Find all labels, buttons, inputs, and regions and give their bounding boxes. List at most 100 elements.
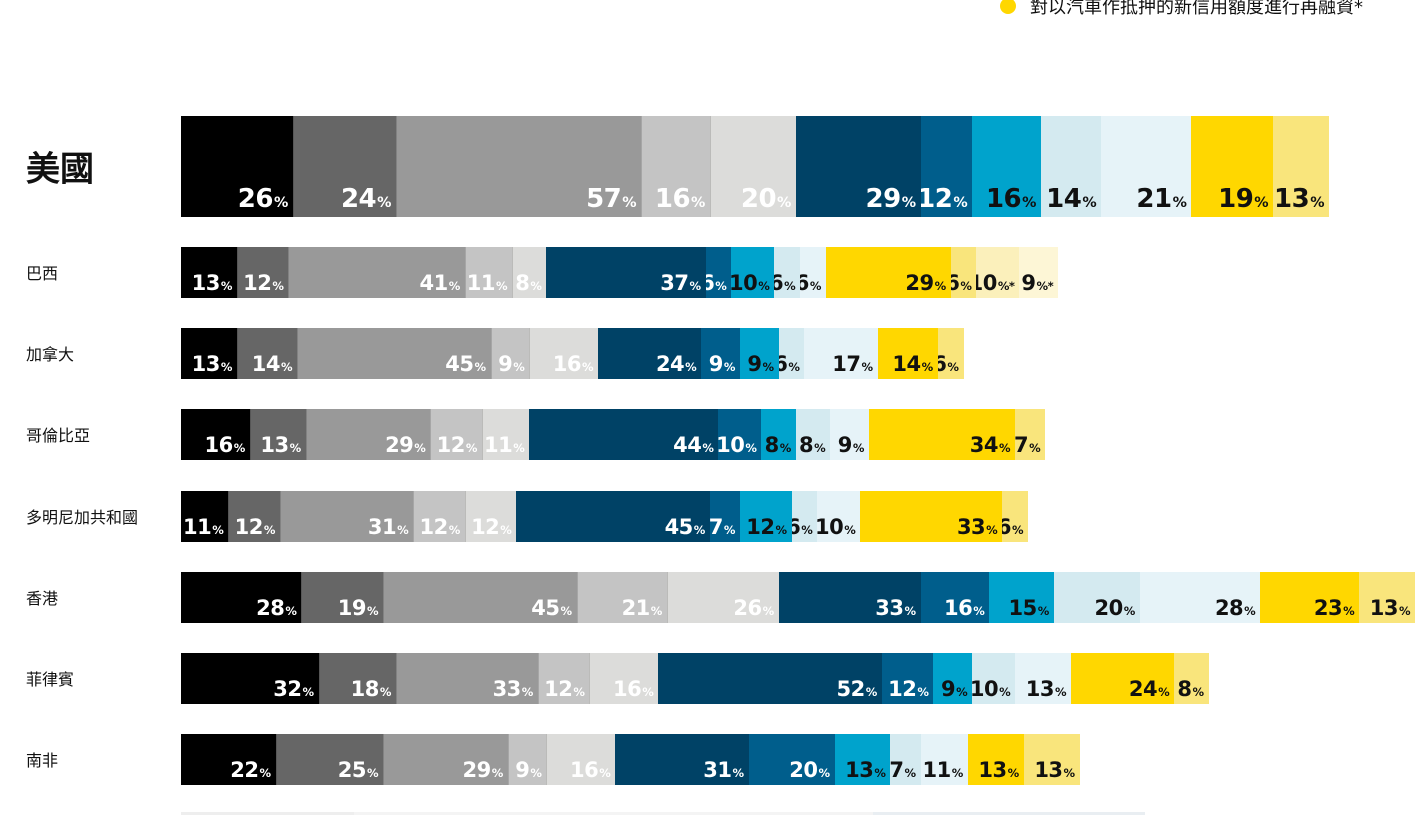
data-label: 15% — [1008, 596, 1050, 620]
data-label: 29% — [905, 271, 946, 295]
bar-segment: 19% — [301, 572, 384, 623]
bar-segment: 57% — [395, 116, 642, 217]
data-label: 25% — [337, 758, 379, 782]
data-label: 10% — [817, 515, 856, 539]
bar-row: 22% 25% 29% 9% 16% 31% 20% 13% 7% 11% 13% 13% — [181, 734, 1417, 785]
bar-segment: 33% — [778, 572, 921, 623]
bar-segment: 22% — [181, 734, 276, 785]
bar-segment: 11% — [481, 409, 530, 460]
data-label: 13% — [191, 271, 233, 295]
data-label: 11% — [922, 758, 964, 782]
data-label: 24% — [655, 352, 697, 376]
data-label: 16% — [985, 184, 1037, 214]
bar-segment: 6% — [1002, 491, 1029, 542]
bar-segment: 33% — [860, 491, 1003, 542]
data-label: 13% — [191, 352, 233, 376]
bar-segment: 13% — [181, 247, 237, 298]
bar-segment: 10% — [817, 491, 861, 542]
data-label: 13% — [1025, 677, 1067, 701]
bar-segment: 45% — [297, 328, 491, 379]
data-label: 12% — [234, 515, 276, 539]
data-label: 7% — [890, 758, 916, 782]
data-label: 57% — [586, 184, 637, 214]
data-label: 32% — [273, 677, 314, 701]
data-label: 33% — [875, 596, 916, 620]
bar-segment: 11% — [464, 247, 513, 298]
data-label: 16% — [654, 184, 706, 214]
data-label: 45% — [445, 352, 486, 376]
data-label: 20% — [789, 758, 830, 782]
bar-segment: 12% — [464, 491, 517, 542]
data-label: 6% — [800, 271, 821, 295]
data-label: 16% — [552, 352, 594, 376]
bar-segment: 33% — [395, 653, 538, 704]
bar-row: 26% 24% 57% 16% 20% 29% 12% 16% 14% 21% 19% 13% — [181, 116, 1417, 217]
bar-segment: 12% — [537, 653, 590, 704]
bar-segment: 13% — [834, 734, 891, 785]
bar-segment: 15% — [989, 572, 1054, 623]
data-label: 13% — [1034, 758, 1075, 782]
data-label: 44% — [673, 433, 714, 457]
row-label: 南非 — [26, 751, 59, 770]
bar-segment: 24% — [598, 328, 702, 379]
bar-segment: 26% — [181, 116, 293, 217]
bar-segment: 11% — [181, 491, 229, 542]
bar-segment: 16% — [546, 734, 616, 785]
data-label: 8% — [764, 433, 792, 457]
bar-segment: 7% — [1015, 409, 1046, 460]
data-label: 6% — [774, 271, 796, 295]
data-label: 18% — [350, 677, 392, 701]
data-label: 14% — [251, 352, 293, 376]
data-label: 52% — [836, 677, 878, 701]
data-label: 9% — [515, 758, 542, 782]
data-label: 31% — [703, 758, 744, 782]
bar-segment: 18% — [318, 653, 396, 704]
data-label: 11% — [466, 271, 508, 295]
data-label: 9%* — [1021, 271, 1054, 295]
bar-segment: 17% — [804, 328, 878, 379]
bar-segment: 16% — [641, 116, 710, 217]
row-label: 香港 — [26, 589, 59, 608]
bar-segment: 16% — [529, 328, 599, 379]
data-label: 26% — [237, 184, 289, 214]
bar-segment: 12% — [228, 491, 280, 542]
data-label: 9% — [940, 677, 968, 701]
bar-row: 16% 13% 29% 12% 11% 44% 10% 8% 8% 9% 34% 7% — [181, 409, 1417, 460]
data-label: 23% — [1313, 596, 1355, 620]
bar-row: 13% 14% 45% 9% 16% 24% 9% 9% 6% 17% 14% 6% — [181, 328, 1417, 379]
bar-segment: 8% — [512, 247, 547, 298]
data-label: 13% — [1369, 596, 1411, 620]
bar-segment: 13% — [1359, 572, 1416, 623]
data-label: 41% — [419, 271, 460, 295]
bar-segment: 10% — [731, 247, 775, 298]
data-label: 28% — [256, 596, 297, 620]
bar-segment: 12% — [739, 491, 792, 542]
data-label: 29% — [865, 184, 917, 214]
data-label: 9% — [498, 352, 525, 376]
bar-segment: 13% — [1015, 653, 1072, 704]
legend-label: 對以汽車作抵押的新信用額度進行再融資* — [1030, 0, 1363, 18]
data-label: 12% — [888, 677, 929, 701]
bar-segment: 6% — [774, 247, 801, 298]
data-label: 12% — [920, 184, 968, 214]
bar-segment: 44% — [529, 409, 719, 460]
bar-segment: 6% — [791, 491, 818, 542]
row-label: 美國 — [26, 149, 94, 190]
data-label: 7% — [1015, 433, 1041, 457]
bar-segment: 9% — [490, 328, 530, 379]
bar-segment: 12% — [236, 247, 289, 298]
data-label: 16% — [569, 758, 611, 782]
data-label: 13% — [978, 758, 1019, 782]
data-label: 13% — [845, 758, 886, 782]
bar-segment: 12% — [920, 116, 973, 217]
bar-segment: 10% — [972, 653, 1016, 704]
data-label: 17% — [832, 352, 873, 376]
data-label: 12% — [419, 515, 460, 539]
data-label: 19% — [1218, 184, 1269, 214]
data-label: 8% — [1177, 677, 1204, 701]
bar-row: 11% 12% 31% 12% 12% 45% 7% 12% 6% 10% 33% 6% — [181, 491, 1417, 542]
data-label: 14% — [1046, 184, 1097, 214]
bar-segment: 8% — [1174, 653, 1209, 704]
data-label: 10% — [718, 433, 757, 457]
bar-segment: 12% — [413, 491, 465, 542]
